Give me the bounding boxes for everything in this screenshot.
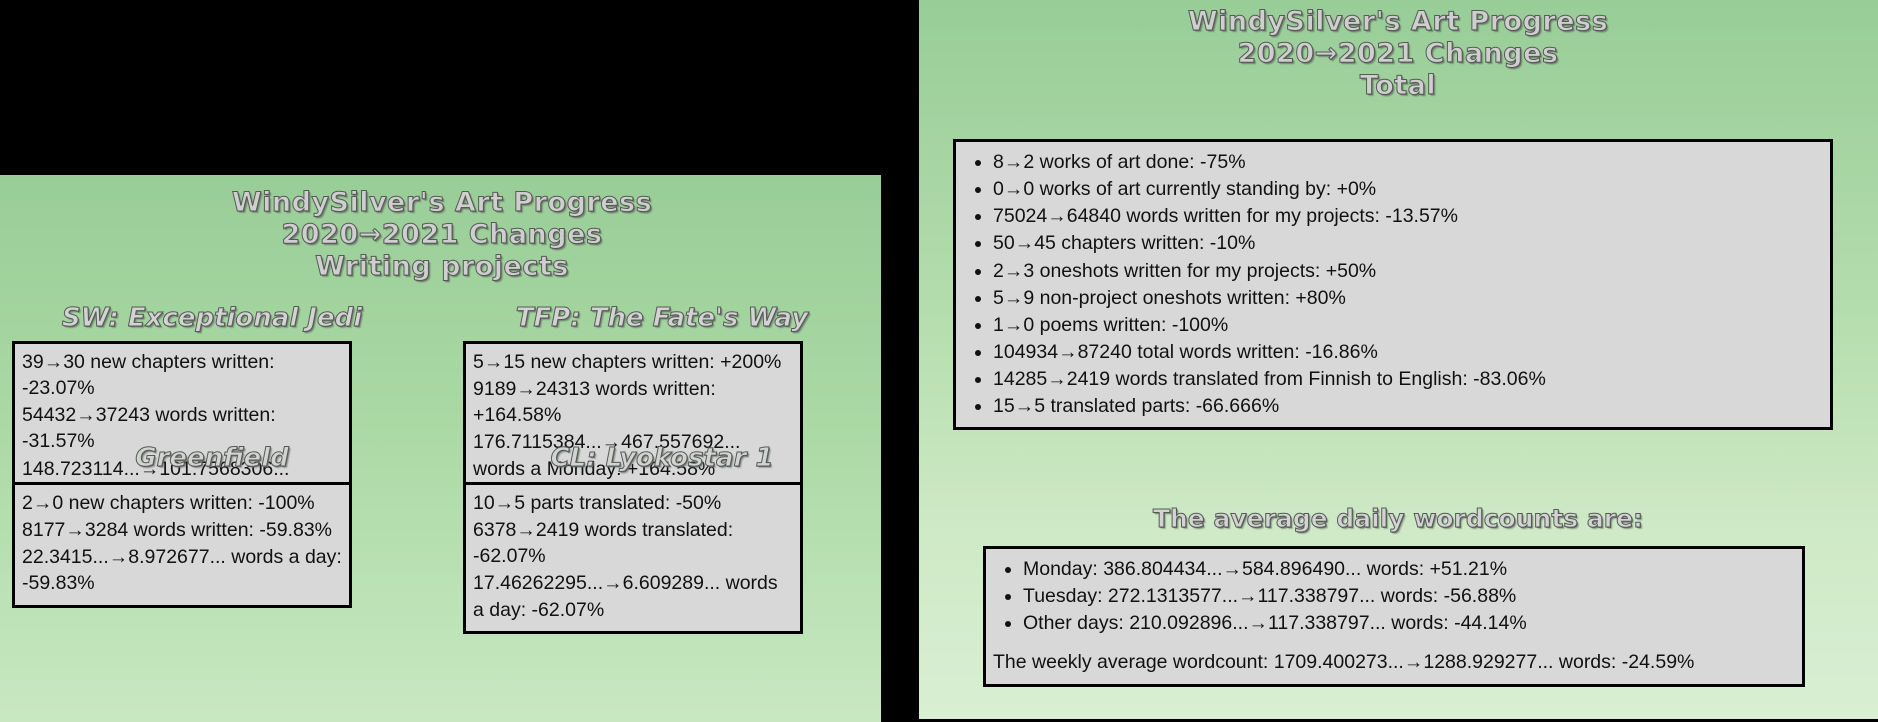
stat-line: 6378→2419 words translated: -62.07% xyxy=(473,519,734,568)
left-title-line-1: WindySilver's Art Progress xyxy=(231,187,653,219)
averages-list: Monday: 386.804434...→584.896490... word… xyxy=(993,556,1795,636)
totals-stats-box: 8→2 works of art done: -75% 0→0 works of… xyxy=(953,139,1833,431)
stat-line: 10→5 parts translated: -50% xyxy=(473,492,722,514)
average-daily-wordcounts-heading: The average daily wordcounts are: xyxy=(1152,504,1644,534)
list-item: 8→2 works of art done: -75% xyxy=(993,149,1823,175)
project-box-cl-lyokostar-1: 10→5 parts translated: -50% 6378→2419 wo… xyxy=(463,482,803,634)
stat-line: 22.3415...→8.972677... words a day: -59.… xyxy=(22,546,342,595)
right-panel-total: WindySilver's Art Progress 2020→2021 Cha… xyxy=(916,0,1878,722)
list-item: 2→3 oneshots written for my projects: +5… xyxy=(993,258,1823,284)
average-wordcounts-box: Monday: 386.804434...→584.896490... word… xyxy=(983,546,1805,687)
right-title-line-2: 2020→2021 Changes xyxy=(1237,37,1559,69)
stat-line: 2→0 new chapters written: -100% xyxy=(22,492,315,514)
left-title-line-3: Writing projects xyxy=(315,250,569,282)
list-item: Tuesday: 272.1313577...→117.338797... wo… xyxy=(1023,583,1795,609)
stat-line: 54432→37243 words written: -31.57% xyxy=(22,404,276,453)
list-item: 104934→87240 total words written: -16.86… xyxy=(993,339,1823,365)
right-title-line-3: Total xyxy=(1359,69,1437,101)
list-item: 14285→2419 words translated from Finnish… xyxy=(993,366,1823,392)
weekly-average-line: The weekly average wordcount: 1709.40027… xyxy=(993,651,1695,674)
right-panel-header: WindySilver's Art Progress 2020→2021 Cha… xyxy=(919,6,1877,102)
stat-line: 176.7115384...→467.557692... words a Mon… xyxy=(473,431,741,480)
project-box-tfp-the-fates-way: 5→15 new chapters written: +200% 9189→24… xyxy=(463,341,803,493)
list-item: 75024→64840 words written for my project… xyxy=(993,203,1823,229)
project-title-tfp-the-fates-way: TFP: The Fate's Way xyxy=(515,303,809,334)
left-title-line-2: 2020→2021 Changes xyxy=(281,218,603,250)
project-title-sw-exceptional-jedi: SW: Exceptional Jedi xyxy=(61,303,363,334)
right-title-line-1: WindySilver's Art Progress xyxy=(1187,6,1609,38)
left-panel-writing-projects: WindySilver's Art Progress 2020→2021 Cha… xyxy=(0,172,884,722)
stat-line: 5→15 new chapters written: +200% xyxy=(473,351,782,373)
list-item: 15→5 translated parts: -66.666% xyxy=(993,393,1823,419)
stat-line: 17.46262295...→6.609289... words a day: … xyxy=(473,572,778,621)
project-title-greenfield: Greenfield xyxy=(135,443,290,474)
list-item: Other days: 210.092896...→117.338797... … xyxy=(1023,610,1795,636)
list-item: Monday: 386.804434...→584.896490... word… xyxy=(1023,556,1795,582)
project-box-greenfield: 2→0 new chapters written: -100% 8177→328… xyxy=(12,482,352,608)
list-item: 0→0 works of art currently standing by: … xyxy=(993,176,1823,202)
stat-line: 39→30 new chapters written: -23.07% xyxy=(22,351,275,400)
stat-line: 8177→3284 words written: -59.83% xyxy=(22,519,333,542)
list-item: 50→45 chapters written: -10% xyxy=(993,230,1823,256)
stat-line: 9189→24313 words written: +164.58% xyxy=(473,378,716,427)
list-item: 1→0 poems written: -100% xyxy=(993,312,1823,338)
list-item: 5→9 non-project oneshots written: +80% xyxy=(993,285,1823,311)
left-panel-header: WindySilver's Art Progress 2020→2021 Cha… xyxy=(0,187,884,283)
project-title-cl-lyokostar-1: CL: Lyokostar 1 xyxy=(550,443,774,474)
totals-list: 8→2 works of art done: -75% 0→0 works of… xyxy=(963,149,1823,419)
